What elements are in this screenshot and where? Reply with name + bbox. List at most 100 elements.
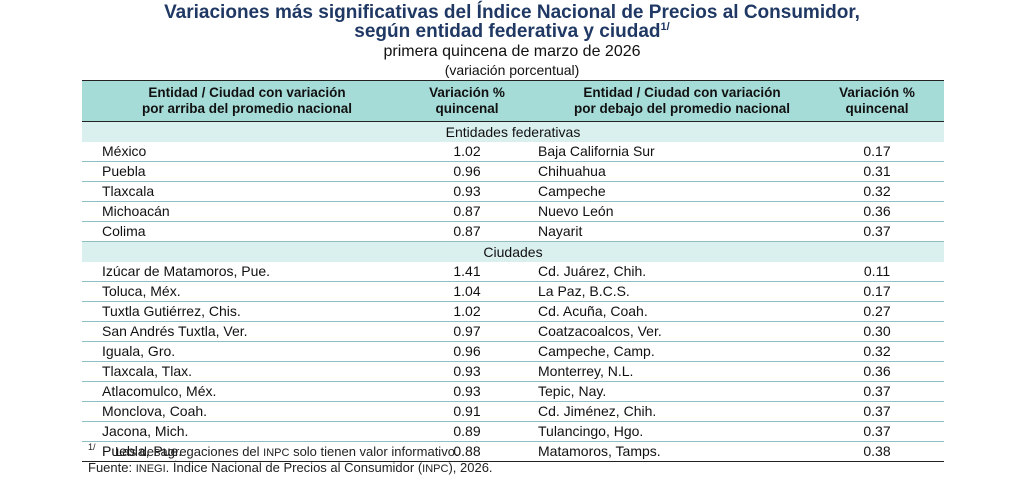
below-name-cell: Coatzacoalcos, Ver. — [538, 323, 662, 339]
inflation-table: Entidad / Ciudad con variación por arrib… — [82, 80, 944, 462]
header-above-value-line1: Variación % — [429, 85, 505, 100]
table-row: Colima 0.87 Nayarit 0.37 — [82, 222, 944, 242]
title-line2-text: según entidad federativa y ciudad — [354, 21, 661, 42]
below-name-cell: Matamoros, Tamps. — [538, 443, 661, 459]
header-above-value: Variación % quincenal — [402, 85, 532, 117]
above-value-cell: 0.87 — [453, 203, 481, 219]
above-value-cell: 0.87 — [453, 223, 481, 239]
table-row: Izúcar de Matamoros, Pue. 1.41 Cd. Juárez,… — [82, 262, 944, 282]
source-abbr-inegi: INEGI — [135, 463, 166, 475]
below-name-cell: Cd. Jiménez, Chih. — [538, 403, 657, 419]
table-row: Jacona, Mich. 0.89 Tulancingo, Hgo. 0.37 — [82, 422, 944, 442]
below-value-cell: 0.32 — [863, 343, 891, 359]
above-value-cell: 0.93 — [453, 383, 481, 399]
below-value-cell: 0.37 — [863, 423, 891, 439]
above-value-cell: 1.02 — [453, 303, 481, 319]
report-unit: (variación porcentual) — [444, 62, 580, 78]
below-name-cell: Cd. Juárez, Chih. — [538, 263, 647, 279]
above-name-cell: Monclova, Coah. — [102, 403, 208, 419]
below-name-cell: Tulancingo, Hgo. — [538, 423, 644, 439]
below-name-cell: Chihuahua — [538, 163, 606, 179]
report-subtitle: primera quincena de marzo de 2026 — [383, 43, 641, 60]
table-row: Monclova, Coah. 0.91 Cd. Jiménez, Chih. 0.3… — [82, 402, 944, 422]
header-above-name-line2: por arriba del promedio nacional — [141, 101, 353, 116]
table-row: Tlaxcala 0.93 Campeche 0.32 — [82, 182, 944, 202]
source-pre: Fuente: — [88, 460, 136, 475]
header-below-value: Variación % quincenal — [812, 85, 942, 117]
below-name-cell: Monterrey, N.L. — [538, 363, 634, 379]
above-value-cell: 0.97 — [453, 323, 481, 339]
below-value-cell: 0.30 — [863, 323, 891, 339]
above-value-cell: 0.93 — [453, 363, 481, 379]
below-value-cell: 0.36 — [863, 363, 891, 379]
header-below-name-line2: por debajo del promedio nacional — [573, 101, 791, 116]
report-title: Variaciones más significativas del Índic… — [164, 2, 860, 23]
above-name-cell: San Andrés Tuxtla, Ver. — [102, 323, 248, 339]
above-value-cell: 0.96 — [453, 163, 481, 179]
below-value-cell: 0.32 — [863, 183, 891, 199]
header-below-name: Entidad / Ciudad con variación por debaj… — [532, 85, 832, 117]
above-value-cell: 0.88 — [453, 443, 481, 459]
above-name-cell: Tlaxcala, Tlax. — [102, 363, 192, 379]
header-above-value-line2: quincenal — [435, 101, 499, 116]
footnote-text-pre: Las desagregaciones del — [115, 444, 264, 459]
above-value-cell: 1.41 — [453, 263, 481, 279]
footnote-text-post: solo tienen valor informativo. — [289, 444, 459, 459]
above-value-cell: 1.04 — [453, 283, 481, 299]
above-name-cell: Michoacán — [102, 203, 170, 219]
header-above-name-line1: Entidad / Ciudad con variación — [148, 85, 346, 100]
title-footnote-mark: 1/ — [660, 21, 670, 33]
source-mid: . Índice Nacional de Precios al Consumid… — [165, 460, 423, 475]
above-value-cell: 0.91 — [453, 403, 481, 419]
table-row: Tuxtla Gutiérrez, Chis. 1.02 Cd. Acuña, Co… — [82, 302, 944, 322]
above-name-cell: Puebla — [102, 163, 146, 179]
above-name-cell: Atlacomulco, Méx. — [102, 383, 217, 399]
above-name-cell: Toluca, Méx. — [102, 283, 181, 299]
below-name-cell: Campeche — [538, 183, 606, 199]
above-name-cell: Puebla, Pue. — [102, 443, 183, 459]
below-name-cell: Nuevo León — [538, 203, 614, 219]
below-name-cell: Tepic, Nay. — [538, 383, 607, 399]
table-row: San Andrés Tuxtla, Ver. 0.97 Coatzacoalcos… — [82, 322, 944, 342]
source-note: Fuente: INEGI. Índice Nacional de Precio… — [88, 460, 493, 477]
above-value-cell: 1.02 — [453, 143, 481, 159]
above-name-cell: Iguala, Gro. — [102, 343, 176, 359]
footnote-abbr: INPC — [263, 447, 290, 459]
below-value-cell: 0.17 — [863, 143, 891, 159]
above-value-cell: 0.96 — [453, 343, 481, 359]
header-above-name: Entidad / Ciudad con variación por arrib… — [82, 85, 412, 117]
above-value-cell: 0.89 — [453, 423, 481, 439]
above-name-cell: Izúcar de Matamoros, Pue. — [102, 263, 271, 279]
below-value-cell: 0.17 — [863, 283, 891, 299]
below-value-cell: 0.37 — [863, 223, 891, 239]
below-value-cell: 0.31 — [863, 163, 891, 179]
report-title-line2: según entidad federativa y ciudad1/ — [0, 21, 1024, 42]
footnote-text: Las desagregaciones del INPC solo tienen… — [115, 444, 459, 461]
header-below-value-line1: Variación % — [839, 85, 915, 100]
header-below-value-line2: quincenal — [845, 101, 909, 116]
table-row: Michoacán 0.87 Nuevo León 0.36 — [82, 202, 944, 222]
above-name-cell: Colima — [102, 223, 146, 239]
table-row: Puebla, Pue. 0.88 Matamoros, Tamps. 0.38 — [82, 442, 944, 462]
below-value-cell: 0.27 — [863, 303, 891, 319]
source-abbr-inpc: INPC — [422, 463, 449, 475]
below-name-cell: Cd. Acuña, Coah. — [538, 303, 648, 319]
above-value-cell: 0.93 — [453, 183, 481, 199]
below-value-cell: 0.38 — [863, 443, 891, 459]
section-header: Ciudades — [82, 242, 944, 262]
table-body: Entidades federativas México 1.02 Baja Cali… — [82, 122, 944, 462]
below-value-cell: 0.11 — [863, 263, 891, 279]
source-post: ), 2026. — [448, 460, 493, 475]
below-name-cell: Baja California Sur — [538, 143, 655, 159]
table-row: Iguala, Gro. 0.96 Campeche, Camp. 0.32 — [82, 342, 944, 362]
table-header: Entidad / Ciudad con variación por arrib… — [82, 80, 944, 122]
above-name-cell: Tuxtla Gutiérrez, Chis. — [102, 303, 241, 319]
below-value-cell: 0.36 — [863, 203, 891, 219]
below-name-cell: La Paz, B.C.S. — [538, 283, 630, 299]
above-name-cell: Jacona, Mich. — [102, 423, 189, 439]
table-row: Toluca, Méx. 1.04 La Paz, B.C.S. 0.17 — [82, 282, 944, 302]
section-header: Entidades federativas — [82, 122, 944, 142]
above-name-cell: Tlaxcala — [102, 183, 155, 199]
below-value-cell: 0.37 — [863, 383, 891, 399]
table-row: Atlacomulco, Méx. 0.93 Tepic, Nay. 0.37 — [82, 382, 944, 402]
